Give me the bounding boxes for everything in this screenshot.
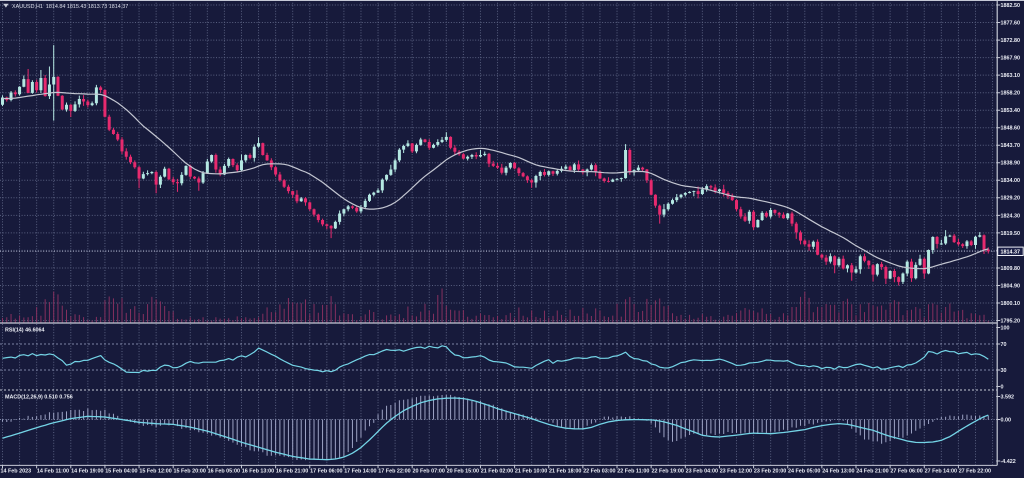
svg-text:70: 70 [1001, 342, 1007, 348]
svg-text:RSI(14) 46.6064: RSI(14) 46.6064 [5, 327, 45, 333]
svg-text:21 Feb 18:00: 21 Feb 18:00 [549, 468, 581, 474]
svg-text:15 Feb 20:00: 15 Feb 20:00 [174, 468, 206, 474]
svg-text:14 Feb 19:00: 14 Feb 19:00 [71, 468, 103, 474]
svg-text:0: 0 [1001, 384, 1004, 390]
svg-text:1829.20: 1829.20 [1001, 196, 1021, 202]
svg-text:1824.30: 1824.30 [1001, 213, 1021, 219]
svg-text:21 Feb 02:00: 21 Feb 02:00 [481, 468, 513, 474]
svg-text:1848.60: 1848.60 [1001, 126, 1021, 132]
svg-text:16 Feb 21:00: 16 Feb 21:00 [276, 468, 308, 474]
svg-text:15 Feb 04:00: 15 Feb 04:00 [105, 468, 137, 474]
svg-text:MACD(12,26,9) 0.510 0.756: MACD(12,26,9) 0.510 0.756 [5, 395, 73, 401]
svg-text:1804.90: 1804.90 [1001, 283, 1021, 289]
svg-text:17 Feb 06:00: 17 Feb 06:00 [310, 468, 342, 474]
svg-text:1882.50: 1882.50 [1001, 3, 1021, 9]
svg-text:3.592: 3.592 [1001, 394, 1015, 400]
svg-text:20 Feb 15:00: 20 Feb 15:00 [447, 468, 479, 474]
svg-text:1877.60: 1877.60 [1001, 20, 1021, 26]
svg-text:14 Feb 2023: 14 Feb 2023 [1, 468, 32, 474]
svg-text:1863.10: 1863.10 [1001, 73, 1021, 79]
svg-text:24 Feb 05:00: 24 Feb 05:00 [788, 468, 820, 474]
svg-text:21 Feb 10:00: 21 Feb 10:00 [515, 468, 547, 474]
svg-text:24 Feb 21:00: 24 Feb 21:00 [856, 468, 888, 474]
svg-text:1843.70: 1843.70 [1001, 143, 1021, 149]
svg-text:1867.90: 1867.90 [1001, 56, 1021, 62]
svg-text:100: 100 [1001, 325, 1010, 331]
svg-text:1858.20: 1858.20 [1001, 91, 1021, 97]
svg-text:1819.50: 1819.50 [1001, 231, 1021, 237]
svg-text:27 Feb 22:00: 27 Feb 22:00 [959, 468, 991, 474]
svg-text:30: 30 [1001, 368, 1007, 374]
svg-text:23 Feb 04:00: 23 Feb 04:00 [686, 468, 718, 474]
svg-text:-4.422: -4.422 [1001, 459, 1016, 465]
svg-text:22 Feb 11:00: 22 Feb 11:00 [617, 468, 649, 474]
svg-text:1853.40: 1853.40 [1001, 108, 1021, 114]
svg-text:1872.80: 1872.80 [1001, 38, 1021, 44]
svg-text:16 Feb 13:00: 16 Feb 13:00 [242, 468, 274, 474]
svg-text:16 Feb 05:00: 16 Feb 05:00 [208, 468, 240, 474]
svg-text:20 Feb 07:00: 20 Feb 07:00 [413, 468, 445, 474]
svg-text:1800.10: 1800.10 [1001, 301, 1021, 307]
svg-text:23 Feb 12:00: 23 Feb 12:00 [720, 468, 752, 474]
svg-text:17 Feb 22:00: 17 Feb 22:00 [378, 468, 410, 474]
svg-text:24 Feb 13:00: 24 Feb 13:00 [822, 468, 854, 474]
svg-text:XAUUSD,H1 1814.84 1815.43 181: XAUUSD,H1 1814.84 1815.43 1813.73 1814.3… [12, 4, 128, 10]
svg-text:22 Feb 19:00: 22 Feb 19:00 [652, 468, 684, 474]
svg-text:1814.37: 1814.37 [1001, 249, 1021, 255]
svg-text:14 Feb 11:00: 14 Feb 11:00 [37, 468, 69, 474]
svg-text:1834.00: 1834.00 [1001, 178, 1021, 184]
svg-text:0.00: 0.00 [1001, 417, 1012, 423]
svg-text:22 Feb 03:00: 22 Feb 03:00 [583, 468, 615, 474]
svg-text:1838.90: 1838.90 [1001, 161, 1021, 167]
svg-text:1795.20: 1795.20 [1001, 318, 1021, 324]
svg-text:27 Feb 06:00: 27 Feb 06:00 [890, 468, 922, 474]
svg-text:1809.80: 1809.80 [1001, 266, 1021, 272]
svg-text:27 Feb 14:00: 27 Feb 14:00 [925, 468, 957, 474]
svg-text:23 Feb 20:00: 23 Feb 20:00 [754, 468, 786, 474]
svg-text:17 Feb 14:00: 17 Feb 14:00 [344, 468, 376, 474]
svg-text:15 Feb 12:00: 15 Feb 12:00 [139, 468, 171, 474]
